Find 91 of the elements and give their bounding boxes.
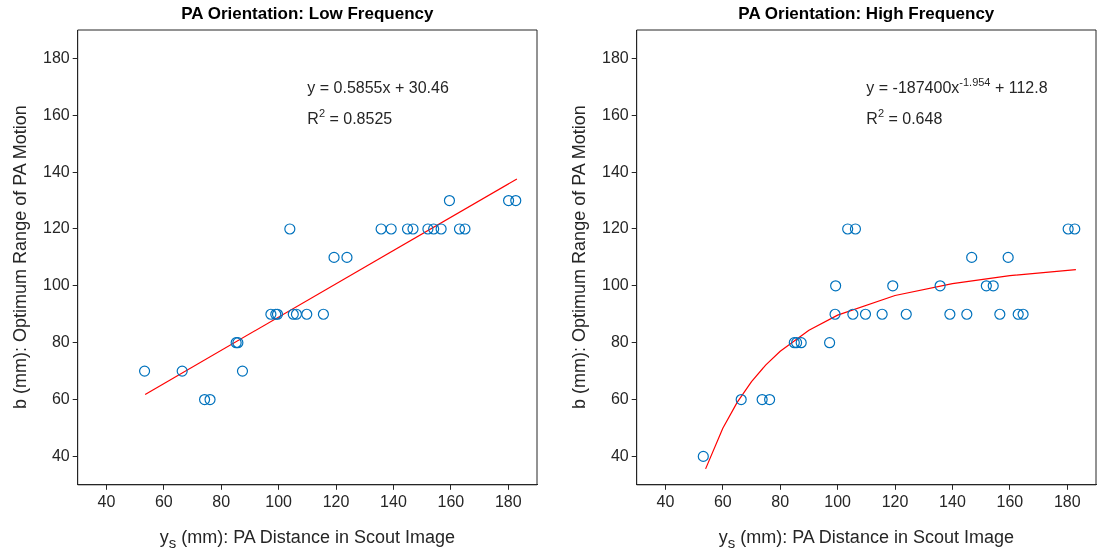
point xyxy=(317,308,330,320)
y-tick-label: 120 xyxy=(42,219,70,237)
point xyxy=(385,223,397,235)
point xyxy=(830,280,842,292)
y-tick-label: 40 xyxy=(51,446,70,464)
y-tick-label: 140 xyxy=(601,162,629,180)
point xyxy=(204,393,216,406)
x-tick-label: 40 xyxy=(97,492,116,510)
point xyxy=(1012,308,1024,320)
point xyxy=(422,223,434,235)
point xyxy=(401,223,414,235)
x-tick-label: 140 xyxy=(380,492,407,510)
chart-title: PA Orientation: Low Frequency xyxy=(181,3,434,25)
x-tick-label: 160 xyxy=(996,492,1024,510)
point xyxy=(1069,223,1081,235)
point xyxy=(842,223,854,235)
x-tick-label: 60 xyxy=(713,492,732,510)
x-tick-label: 180 xyxy=(1053,492,1081,510)
point xyxy=(987,280,999,292)
x-tick-label: 160 xyxy=(437,492,465,510)
point xyxy=(502,194,515,207)
point xyxy=(341,251,353,263)
point xyxy=(510,194,522,207)
y-tick-label: 60 xyxy=(51,389,70,407)
x-tick-label: 40 xyxy=(656,492,675,510)
point xyxy=(265,308,277,320)
x-tick-label: 80 xyxy=(771,492,790,510)
y-tick-label: 180 xyxy=(42,48,70,66)
x-tick-label: 100 xyxy=(824,492,852,510)
point xyxy=(980,280,992,292)
point xyxy=(994,308,1006,320)
y-axis-title: b (mm): Optimum Range of PA Motion xyxy=(9,105,31,410)
y-axis-title: b (mm): Optimum Range of PA Motion xyxy=(568,105,590,410)
y-tick-label: 100 xyxy=(601,276,629,294)
y-tick-label: 80 xyxy=(51,333,70,351)
y-tick-label: 80 xyxy=(610,333,629,351)
point xyxy=(824,337,836,349)
point xyxy=(407,223,419,235)
point xyxy=(375,223,387,235)
y-tick-label: 40 xyxy=(610,446,629,464)
y-tick-label: 180 xyxy=(601,48,629,66)
x-axis-title: y$_{s}$ (mm): PA Distance in Scout Image xyxy=(159,526,455,553)
point xyxy=(735,393,747,406)
point xyxy=(944,308,956,320)
x-axis-title: y$_{s}$ (mm): PA Distance in Scout Image xyxy=(718,526,1014,553)
point xyxy=(849,223,862,235)
y-tick-label: 160 xyxy=(601,105,629,123)
point xyxy=(287,308,299,320)
point xyxy=(428,223,440,235)
y-tick-label: 60 xyxy=(610,389,629,407)
x-tick-label: 180 xyxy=(494,492,522,510)
x-tick-label: 120 xyxy=(881,492,909,510)
point xyxy=(876,308,888,320)
chart-title: PA Orientation: High Frequency xyxy=(738,3,995,25)
point xyxy=(829,308,841,320)
point xyxy=(435,223,447,235)
y-tick-label: 160 xyxy=(42,105,70,123)
x-tick-label: 100 xyxy=(265,492,293,510)
point xyxy=(1002,251,1014,263)
point xyxy=(290,308,303,320)
point xyxy=(138,365,151,377)
point xyxy=(900,308,912,320)
point xyxy=(301,308,313,320)
point xyxy=(236,365,249,377)
y-tick-label: 100 xyxy=(42,276,70,294)
point xyxy=(328,251,340,263)
x-tick-label: 60 xyxy=(154,492,173,510)
point xyxy=(966,251,978,263)
point xyxy=(443,194,456,207)
point xyxy=(961,308,973,320)
point xyxy=(284,223,296,235)
point xyxy=(697,450,709,462)
point xyxy=(756,393,768,406)
point xyxy=(847,308,859,320)
point xyxy=(176,365,188,377)
point xyxy=(1062,223,1074,235)
point xyxy=(934,280,946,292)
point xyxy=(1017,308,1029,320)
point xyxy=(795,337,807,349)
y-tick-label: 120 xyxy=(601,219,629,237)
x-tick-label: 140 xyxy=(939,492,966,510)
x-tick-label: 120 xyxy=(322,492,350,510)
point xyxy=(764,393,776,406)
x-tick-label: 80 xyxy=(212,492,231,510)
point xyxy=(859,308,872,320)
point xyxy=(887,280,899,292)
point xyxy=(453,223,466,235)
y-tick-label: 140 xyxy=(42,162,70,180)
point xyxy=(198,393,211,406)
annotation: y = 0.5855x + 30.46 xyxy=(307,78,449,96)
point xyxy=(459,223,471,235)
